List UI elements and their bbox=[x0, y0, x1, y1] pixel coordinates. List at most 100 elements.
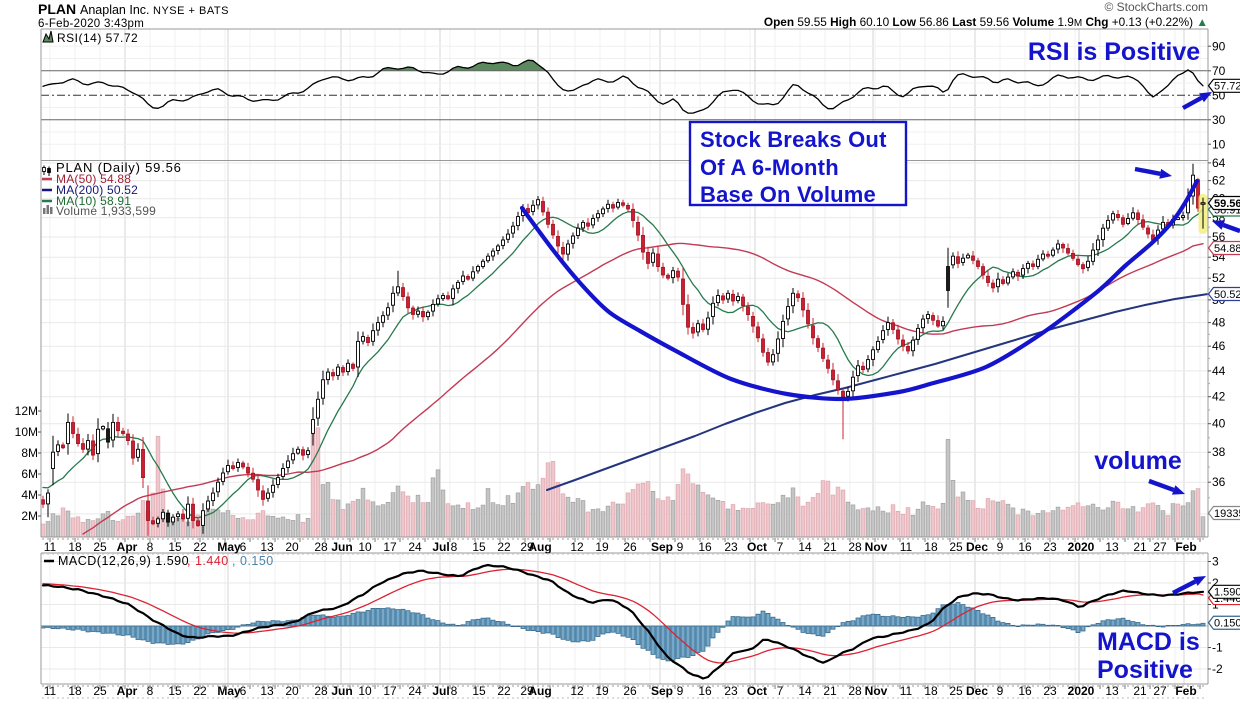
svg-text:42: 42 bbox=[1212, 390, 1226, 404]
svg-text:24: 24 bbox=[408, 540, 422, 554]
svg-text:-2: -2 bbox=[1212, 662, 1223, 676]
svg-text:Stock Breaks Out: Stock Breaks Out bbox=[700, 127, 887, 152]
svg-text:13: 13 bbox=[260, 684, 274, 698]
svg-text:Open 59.55 High 60.10 Low 56.8: Open 59.55 High 60.10 Low 56.86 Last 59.… bbox=[764, 15, 1208, 29]
svg-text:12: 12 bbox=[570, 684, 584, 698]
svg-text:Anaplan Inc.: Anaplan Inc. bbox=[80, 3, 150, 17]
svg-text:18: 18 bbox=[924, 684, 938, 698]
svg-text:70: 70 bbox=[1212, 64, 1226, 78]
svg-text:62: 62 bbox=[1212, 174, 1226, 188]
svg-text:11: 11 bbox=[44, 540, 57, 554]
svg-text:22: 22 bbox=[193, 540, 207, 554]
svg-text:15: 15 bbox=[472, 684, 486, 698]
svg-text:15: 15 bbox=[168, 540, 182, 554]
svg-text:1.590: 1.590 bbox=[1214, 587, 1240, 599]
svg-text:21: 21 bbox=[823, 540, 837, 554]
svg-text:8: 8 bbox=[451, 540, 458, 554]
svg-text:40: 40 bbox=[1212, 417, 1226, 431]
svg-text:22: 22 bbox=[497, 684, 511, 698]
svg-text:25: 25 bbox=[93, 540, 107, 554]
svg-text:12: 12 bbox=[570, 540, 584, 554]
svg-text:15: 15 bbox=[472, 540, 486, 554]
svg-text:14: 14 bbox=[798, 540, 812, 554]
svg-text:16: 16 bbox=[1018, 540, 1032, 554]
svg-text:18: 18 bbox=[924, 540, 938, 554]
svg-text:54.88: 54.88 bbox=[1214, 243, 1240, 255]
svg-text:13: 13 bbox=[260, 540, 274, 554]
svg-text:16: 16 bbox=[698, 540, 712, 554]
svg-text:24: 24 bbox=[408, 684, 422, 698]
svg-text:Feb: Feb bbox=[1175, 540, 1196, 554]
svg-text:Oct: Oct bbox=[747, 540, 767, 554]
svg-text:Jul: Jul bbox=[432, 684, 449, 698]
svg-text:2M: 2M bbox=[21, 509, 38, 523]
svg-text:10M: 10M bbox=[15, 425, 38, 439]
svg-text:13: 13 bbox=[1105, 684, 1119, 698]
svg-text:12M: 12M bbox=[15, 404, 38, 418]
svg-text:Aug: Aug bbox=[528, 540, 551, 554]
svg-text:28: 28 bbox=[314, 540, 328, 554]
svg-text:Apr: Apr bbox=[117, 684, 138, 698]
svg-text:Base On Volume: Base On Volume bbox=[700, 182, 876, 207]
svg-text:52: 52 bbox=[1212, 271, 1226, 285]
svg-text:Apr: Apr bbox=[117, 540, 138, 554]
svg-text:10: 10 bbox=[358, 540, 372, 554]
svg-text:23: 23 bbox=[1043, 540, 1057, 554]
svg-text:18: 18 bbox=[68, 540, 82, 554]
svg-text:21: 21 bbox=[1133, 684, 1147, 698]
svg-text:RSI(14) 57.72: RSI(14) 57.72 bbox=[57, 31, 138, 45]
svg-text:46: 46 bbox=[1212, 339, 1226, 353]
svg-text:36: 36 bbox=[1212, 475, 1226, 489]
svg-text:6M: 6M bbox=[21, 467, 38, 481]
svg-text:28: 28 bbox=[848, 540, 862, 554]
svg-text:23: 23 bbox=[724, 540, 738, 554]
svg-text:20: 20 bbox=[285, 684, 299, 698]
svg-text:30: 30 bbox=[1212, 113, 1226, 127]
svg-text:, 0.150: , 0.150 bbox=[232, 554, 274, 568]
svg-text:19: 19 bbox=[595, 540, 609, 554]
svg-text:20: 20 bbox=[285, 540, 299, 554]
svg-text:Volume 1,933,599: Volume 1,933,599 bbox=[56, 204, 156, 218]
svg-text:Dec: Dec bbox=[966, 684, 988, 698]
svg-text:-1: -1 bbox=[1212, 641, 1223, 655]
svg-text:11: 11 bbox=[900, 684, 913, 698]
svg-text:PLAN: PLAN bbox=[38, 1, 76, 17]
svg-text:28: 28 bbox=[314, 684, 328, 698]
svg-text:17: 17 bbox=[383, 684, 397, 698]
svg-text:MACD(12,26,9) 1.590: MACD(12,26,9) 1.590 bbox=[58, 554, 189, 568]
svg-text:May: May bbox=[217, 540, 241, 554]
svg-text:13: 13 bbox=[1105, 540, 1119, 554]
svg-text:10: 10 bbox=[358, 684, 372, 698]
svg-text:90: 90 bbox=[1212, 39, 1226, 53]
svg-text:64: 64 bbox=[1212, 156, 1226, 170]
svg-text:44: 44 bbox=[1212, 364, 1226, 378]
svg-text:9: 9 bbox=[677, 540, 684, 554]
svg-text:May: May bbox=[217, 684, 241, 698]
svg-text:8: 8 bbox=[147, 540, 154, 554]
svg-text:MACD is: MACD is bbox=[1097, 628, 1200, 656]
svg-text:38: 38 bbox=[1212, 445, 1226, 459]
svg-text:19335: 19335 bbox=[1214, 508, 1240, 520]
svg-text:0.150: 0.150 bbox=[1214, 618, 1240, 630]
svg-text:2020: 2020 bbox=[1068, 540, 1095, 554]
svg-text:4M: 4M bbox=[21, 488, 38, 502]
svg-text:RSI is Positive: RSI is Positive bbox=[1028, 38, 1200, 66]
svg-text:Nov: Nov bbox=[865, 540, 888, 554]
svg-text:Jul: Jul bbox=[432, 540, 449, 554]
svg-text:Sep: Sep bbox=[651, 684, 673, 698]
svg-text:17: 17 bbox=[383, 540, 397, 554]
svg-text:8: 8 bbox=[451, 684, 458, 698]
svg-text:50.52: 50.52 bbox=[1214, 289, 1240, 301]
svg-text:6: 6 bbox=[240, 540, 247, 554]
svg-text:25: 25 bbox=[949, 540, 963, 554]
svg-text:Jun: Jun bbox=[331, 684, 352, 698]
svg-text:27: 27 bbox=[1153, 684, 1167, 698]
svg-text:27: 27 bbox=[1153, 540, 1167, 554]
svg-text:Sep: Sep bbox=[651, 540, 673, 554]
svg-text:59.56: 59.56 bbox=[1214, 198, 1240, 210]
svg-text:Positive: Positive bbox=[1097, 656, 1193, 684]
svg-text:22: 22 bbox=[497, 540, 511, 554]
svg-text:11: 11 bbox=[900, 540, 913, 554]
svg-text:, 1.440: , 1.440 bbox=[187, 554, 229, 568]
svg-text:26: 26 bbox=[623, 540, 637, 554]
